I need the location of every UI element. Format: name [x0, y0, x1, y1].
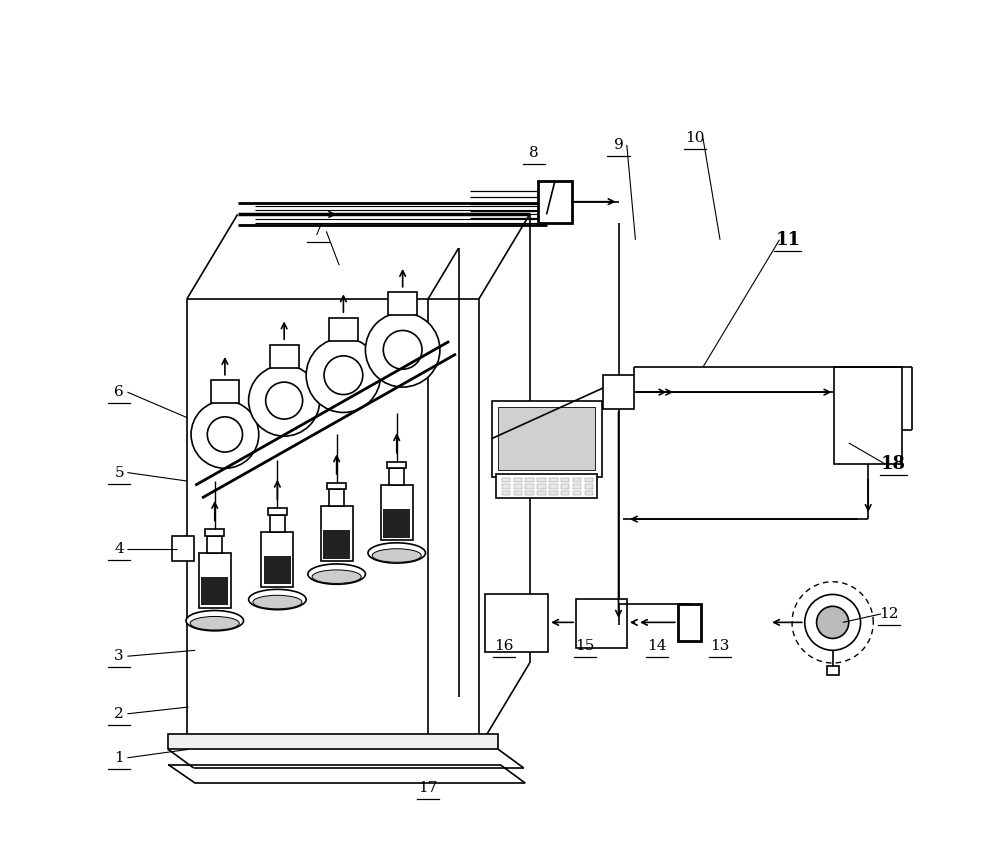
- Bar: [270, 515, 285, 532]
- Bar: [525, 491, 534, 495]
- Bar: [502, 491, 510, 495]
- Text: 2: 2: [114, 707, 124, 721]
- Bar: [585, 485, 593, 489]
- Text: 14: 14: [647, 639, 666, 653]
- Bar: [537, 485, 546, 489]
- Bar: [537, 478, 546, 482]
- Text: 11: 11: [775, 231, 800, 249]
- Ellipse shape: [368, 543, 426, 563]
- Bar: [387, 462, 406, 469]
- Bar: [525, 485, 534, 489]
- Bar: [207, 536, 222, 553]
- Bar: [323, 530, 350, 559]
- Bar: [576, 599, 627, 648]
- Bar: [561, 485, 569, 489]
- Bar: [321, 506, 353, 561]
- Bar: [211, 380, 239, 403]
- Text: 7: 7: [313, 224, 323, 239]
- Circle shape: [306, 338, 381, 412]
- Bar: [561, 491, 569, 495]
- Bar: [381, 486, 413, 540]
- Bar: [389, 469, 404, 486]
- Ellipse shape: [372, 549, 421, 562]
- Ellipse shape: [186, 611, 244, 630]
- Text: 10: 10: [685, 131, 704, 145]
- Bar: [264, 556, 291, 584]
- Circle shape: [365, 313, 440, 387]
- Bar: [329, 490, 344, 506]
- Ellipse shape: [249, 590, 306, 610]
- Bar: [573, 485, 581, 489]
- Text: 9: 9: [614, 138, 623, 152]
- Bar: [549, 485, 558, 489]
- Bar: [261, 532, 293, 587]
- Text: 5: 5: [114, 465, 124, 480]
- Text: 16: 16: [494, 639, 514, 653]
- Bar: [496, 475, 597, 498]
- Ellipse shape: [253, 596, 302, 609]
- Text: 3: 3: [114, 649, 124, 663]
- Bar: [485, 595, 548, 652]
- Circle shape: [805, 595, 861, 650]
- Bar: [492, 400, 602, 477]
- Text: 13: 13: [710, 639, 730, 653]
- Text: 1: 1: [114, 751, 124, 765]
- Text: 8: 8: [529, 147, 539, 160]
- Circle shape: [207, 417, 243, 452]
- Bar: [388, 292, 417, 315]
- Bar: [329, 318, 358, 341]
- Bar: [585, 478, 593, 482]
- Bar: [525, 478, 534, 482]
- Circle shape: [383, 331, 422, 369]
- Bar: [561, 478, 569, 482]
- Bar: [514, 478, 522, 482]
- Circle shape: [191, 400, 259, 469]
- Text: 17: 17: [418, 781, 438, 795]
- Bar: [199, 553, 231, 608]
- Ellipse shape: [312, 570, 361, 584]
- Bar: [537, 491, 546, 495]
- Bar: [573, 478, 581, 482]
- Bar: [327, 483, 346, 490]
- Text: 4: 4: [114, 542, 124, 556]
- Bar: [834, 366, 902, 464]
- Circle shape: [324, 356, 363, 394]
- Bar: [498, 407, 595, 470]
- Bar: [270, 345, 299, 367]
- Text: 6: 6: [114, 385, 124, 399]
- Bar: [514, 485, 522, 489]
- Bar: [827, 666, 839, 675]
- Bar: [205, 529, 224, 536]
- Bar: [585, 491, 593, 495]
- Bar: [502, 485, 510, 489]
- Bar: [514, 491, 522, 495]
- Bar: [268, 508, 287, 515]
- Circle shape: [249, 365, 320, 436]
- Bar: [538, 181, 572, 223]
- Ellipse shape: [308, 564, 365, 584]
- Ellipse shape: [190, 617, 239, 630]
- Bar: [678, 604, 701, 641]
- Bar: [573, 491, 581, 495]
- Text: 15: 15: [575, 639, 594, 653]
- Circle shape: [266, 382, 303, 419]
- Bar: [549, 491, 558, 495]
- Bar: [383, 509, 410, 538]
- Text: 18: 18: [881, 455, 906, 473]
- Bar: [172, 536, 194, 561]
- Bar: [603, 375, 634, 409]
- Circle shape: [817, 607, 849, 638]
- Text: 12: 12: [880, 607, 899, 621]
- Bar: [549, 478, 558, 482]
- Bar: [502, 478, 510, 482]
- Bar: [168, 734, 498, 750]
- Bar: [201, 577, 228, 606]
